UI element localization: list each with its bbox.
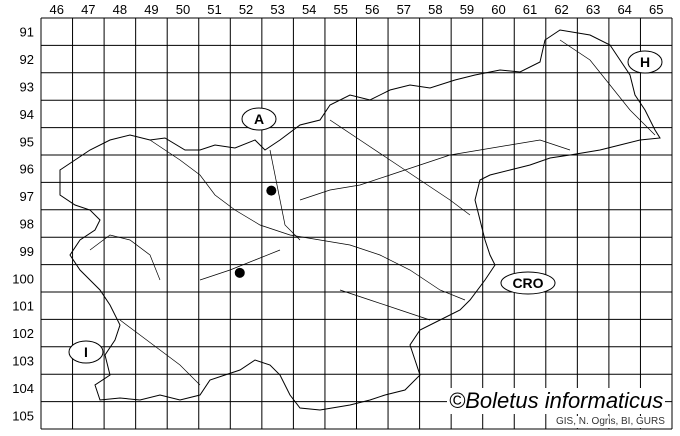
utm-grid	[40, 17, 673, 430]
country-border	[59, 29, 661, 411]
svg-text:CRO: CRO	[512, 275, 543, 291]
row-label: 94	[20, 107, 34, 122]
row-label: 92	[20, 52, 34, 67]
svg-text:H: H	[640, 54, 650, 70]
row-label: 104	[12, 381, 34, 396]
record-dot	[234, 267, 245, 278]
column-label: 57	[397, 2, 411, 17]
row-label: 105	[12, 408, 34, 423]
column-label: 64	[617, 2, 631, 17]
column-label: 60	[491, 2, 505, 17]
country-label-croatia: CRO	[500, 271, 556, 295]
row-label: 102	[12, 326, 34, 341]
column-label: 46	[50, 2, 64, 17]
country-label-hungary: H	[627, 50, 663, 74]
country-label-austria: A	[241, 107, 277, 131]
row-label: 96	[20, 162, 34, 177]
column-label: 58	[428, 2, 442, 17]
svg-text:I: I	[84, 344, 88, 360]
row-label: 100	[12, 271, 34, 286]
credit-text: GIS, N. Ogris, BI, GURS	[555, 416, 666, 428]
column-label: 63	[586, 2, 600, 17]
record-dot	[266, 185, 277, 196]
column-label: 50	[176, 2, 190, 17]
row-label: 98	[20, 217, 34, 232]
column-label: 59	[460, 2, 474, 17]
row-label: 99	[20, 244, 34, 259]
row-label: 91	[20, 25, 34, 40]
rivers	[89, 39, 656, 386]
country-labels: A H CRO I	[68, 50, 663, 364]
record-dots	[234, 185, 277, 278]
row-label: 103	[12, 354, 34, 369]
row-label: 93	[20, 80, 34, 95]
column-label: 62	[554, 2, 568, 17]
column-label: 49	[144, 2, 158, 17]
watermark: ©Boletus informaticus	[447, 388, 666, 414]
column-label: 65	[649, 2, 663, 17]
column-label: 55	[333, 2, 347, 17]
column-label: 61	[523, 2, 537, 17]
column-label: 53	[270, 2, 284, 17]
row-label: 101	[12, 299, 34, 314]
country-label-italy: I	[68, 340, 104, 364]
column-label: 48	[113, 2, 127, 17]
column-label: 52	[239, 2, 253, 17]
row-label: 95	[20, 134, 34, 149]
row-label: 97	[20, 189, 34, 204]
column-label: 54	[302, 2, 316, 17]
column-label: 51	[207, 2, 221, 17]
column-label: 47	[81, 2, 95, 17]
grid-labels: 46 47 48 49 50 51 52 53 54 55 56 57 58 59 60 61 62 63 64 65…	[12, 2, 663, 423]
svg-text:A: A	[254, 111, 264, 127]
column-label: 56	[365, 2, 379, 17]
